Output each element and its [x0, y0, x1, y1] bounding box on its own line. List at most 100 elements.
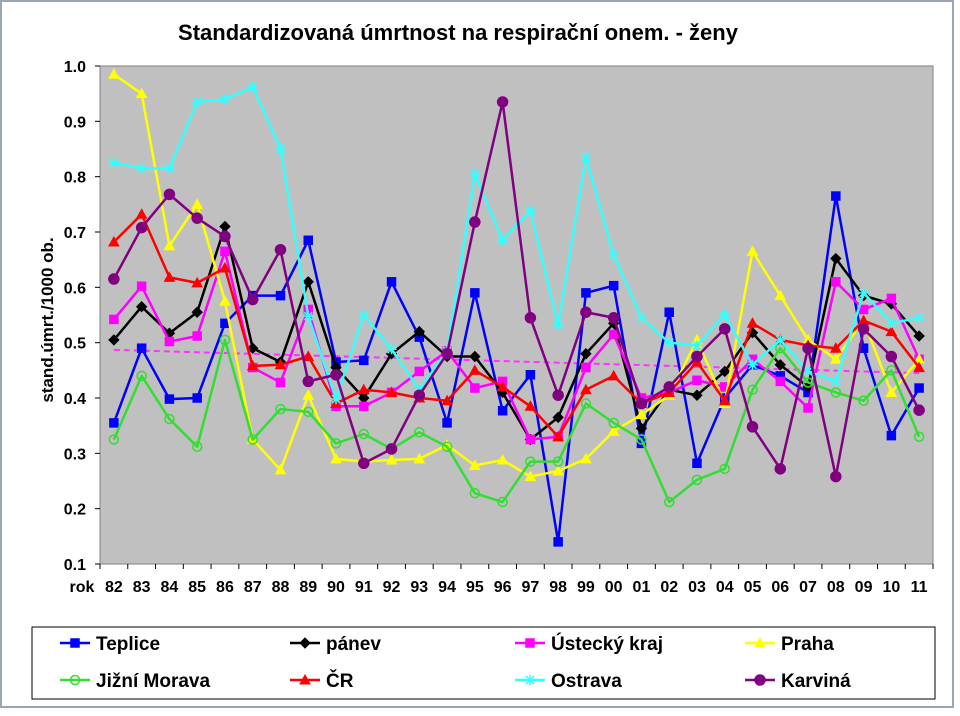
legend-item-ostrava: Ostrava	[515, 671, 622, 692]
data-point-panev	[635, 422, 648, 435]
y-axis-label: stand.úmrt./1000 ob.	[38, 237, 57, 402]
x-tick-label: 02	[660, 579, 678, 596]
data-point-karvina	[302, 375, 314, 388]
data-point-karvina	[691, 350, 703, 363]
data-point-karvina	[635, 397, 648, 410]
data-point-karvina	[246, 293, 259, 306]
data-point-ustecky-kraj	[109, 314, 119, 325]
legend-label: Praha	[781, 634, 834, 655]
data-point-teplice	[109, 418, 119, 428]
data-point-praha	[885, 386, 898, 397]
data-point-panev	[413, 325, 426, 338]
data-point-cr	[580, 383, 592, 395]
data-point-ostrava	[497, 235, 508, 246]
data-point-panev	[191, 306, 203, 318]
data-point-cr	[829, 342, 842, 353]
data-point-praha	[385, 453, 398, 465]
data-point-jizni-morava	[747, 384, 758, 395]
data-point-jizni-morava	[691, 474, 703, 486]
data-point-jizni-morava	[719, 463, 730, 475]
series-line-praha	[113, 73, 921, 478]
data-point-praha	[108, 68, 120, 79]
data-point-jizni-morava	[441, 441, 453, 452]
data-point-cr	[108, 235, 120, 247]
data-point-teplice	[497, 405, 508, 416]
data-point-ostrava	[303, 311, 314, 322]
data-point-karvina	[607, 312, 620, 324]
data-point-jizni-morava	[663, 496, 675, 508]
series-layer	[108, 68, 925, 547]
data-point-panev	[691, 389, 703, 401]
data-point-karvina	[219, 230, 231, 243]
data-point-jizni-morava	[886, 365, 897, 376]
data-point-jizni-morava	[414, 427, 425, 438]
data-point-teplice	[581, 288, 591, 298]
legend-label: Karviná	[781, 671, 851, 692]
legend-box	[31, 626, 936, 700]
data-point-praha	[163, 239, 176, 251]
data-point-karvina	[441, 347, 453, 360]
data-point-teplice	[136, 343, 147, 353]
data-point-karvina	[163, 188, 176, 201]
x-tick-label: 96	[494, 579, 512, 596]
x-tick-label: 93	[410, 579, 428, 596]
data-point-ustecky-kraj	[886, 293, 897, 304]
data-point-praha	[191, 198, 204, 209]
data-point-ostrava	[469, 168, 480, 179]
x-tick-label: 92	[383, 579, 401, 596]
legend-label: Ostrava	[551, 671, 622, 692]
data-point-ustecky-kraj	[525, 434, 536, 445]
data-point-cr	[496, 380, 509, 392]
data-point-teplice	[553, 537, 563, 547]
data-point-ustecky-kraj	[803, 403, 813, 413]
x-tick-label: 83	[133, 579, 151, 596]
data-point-ostrava	[886, 318, 897, 329]
data-point-karvina	[135, 221, 148, 234]
y-tick-label: 0.8	[64, 170, 86, 187]
data-point-jizni-morava	[164, 413, 175, 425]
data-point-cr	[718, 394, 731, 406]
data-point-praha	[302, 389, 315, 400]
data-point-teplice	[442, 418, 452, 428]
data-point-ostrava	[775, 334, 786, 345]
data-point-panev	[830, 252, 842, 265]
data-point-cr	[219, 261, 231, 273]
series-line-jizni-morava	[112, 338, 921, 504]
y-tick-label: 0.3	[64, 446, 86, 463]
data-point-cr	[746, 317, 759, 328]
legend-label: Teplice	[96, 634, 160, 655]
plot-area	[99, 65, 934, 565]
data-point-ostrava	[275, 144, 286, 154]
legend-item-karvina: Karviná	[745, 671, 851, 692]
data-point-teplice	[386, 277, 397, 287]
x-tick-label: 03	[688, 579, 706, 596]
data-point-ustecky-kraj	[220, 246, 230, 257]
data-point-praha	[746, 245, 759, 256]
data-point-ostrava	[358, 310, 369, 320]
y-tick-label: 0.7	[64, 225, 86, 242]
y-tick-label: 0.9	[64, 114, 86, 131]
legend-item-ustecky-kraj: Ústecký kraj	[515, 633, 663, 655]
x-tick-label: 10	[882, 579, 900, 596]
data-point-praha	[607, 425, 620, 436]
y-axis: 0.1 0.2 0.3 0.4 0.5 0.6 0.7 0.8 0.9 1.0	[64, 59, 100, 574]
data-point-ostrava	[192, 96, 203, 107]
x-tick-label: 01	[633, 579, 651, 596]
legend-item-cr: ČR	[290, 670, 354, 692]
data-point-teplice	[831, 191, 841, 201]
data-point-jizni-morava	[469, 487, 481, 499]
data-point-ustecky-kraj	[470, 383, 480, 393]
data-point-jizni-morava	[913, 431, 925, 442]
data-point-praha	[330, 452, 342, 464]
data-point-cr	[274, 358, 287, 370]
legend-marker	[70, 638, 80, 648]
legend-label: Ústecký kraj	[551, 633, 663, 655]
legend-marker	[299, 673, 311, 685]
y-tick-label: 0.4	[64, 391, 86, 408]
series-jizni-morava	[108, 334, 925, 508]
data-point-praha	[524, 470, 537, 482]
data-point-teplice	[664, 307, 674, 317]
x-tick-label: 11	[911, 579, 928, 596]
x-tick-label: 95	[466, 579, 484, 596]
